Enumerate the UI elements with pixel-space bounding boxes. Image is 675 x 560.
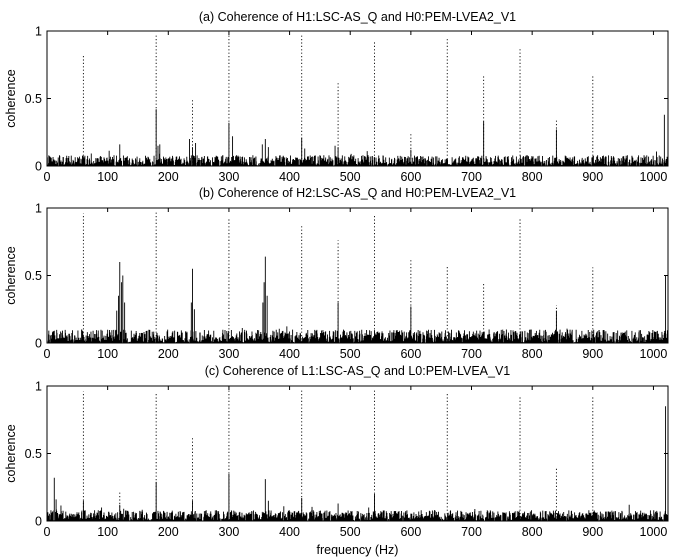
x-tick-label: 800 [522,525,543,539]
x-tick-label: 800 [522,347,543,361]
plot-frame [46,385,669,522]
x-tick-label: 400 [279,525,300,539]
plot-frame [46,207,669,344]
x-tick-label: 100 [97,347,118,361]
x-tick-label: 0 [44,347,51,361]
x-tick-label: 0 [44,170,51,184]
x-tick-label: 900 [582,170,603,184]
coherence-trace-solid [46,406,669,521]
chart-title: (b) Coherence of H2:LSC-AS_Q and H0:PEM-… [199,186,516,200]
chart-panel-1: (a) Coherence of H1:LSC-AS_Q and H0:PEM-… [4,10,669,184]
y-axis-label: coherence [4,69,18,127]
y-tick-label: 0.5 [25,447,42,461]
y-tick-label: 1 [35,202,42,216]
x-tick-label: 200 [158,170,179,184]
y-tick-label: 0.5 [25,269,42,283]
y-tick-label: 1 [35,380,42,394]
coherence-trace-solid [46,256,669,343]
x-tick-label: 300 [219,347,240,361]
x-tick-label: 500 [340,525,361,539]
x-axis-label: frequency (Hz) [317,543,399,557]
y-axis-label: coherence [4,424,18,482]
chart-panel-2: (b) Coherence of H2:LSC-AS_Q and H0:PEM-… [4,186,669,361]
x-tick-label: 1000 [640,170,668,184]
x-tick-label: 400 [279,347,300,361]
plot-frame [46,30,669,167]
y-tick-label: 0 [35,337,42,351]
x-tick-label: 200 [158,525,179,539]
x-tick-label: 500 [340,347,361,361]
coherence-trace-solid [46,109,669,166]
x-tick-label: 900 [582,525,603,539]
chart-panel-3: (c) Coherence of L1:LSC-AS_Q and L0:PEM-… [4,364,669,539]
x-tick-label: 900 [582,347,603,361]
x-tick-label: 800 [522,170,543,184]
y-tick-label: 1 [35,25,42,39]
x-tick-label: 300 [219,525,240,539]
x-tick-label: 0 [44,525,51,539]
x-tick-label: 1000 [640,347,668,361]
x-tick-label: 700 [461,170,482,184]
x-tick-label: 100 [97,170,118,184]
y-axis-label: coherence [4,246,18,304]
x-tick-label: 600 [400,347,421,361]
x-tick-label: 700 [461,347,482,361]
x-tick-label: 500 [340,170,361,184]
y-tick-label: 0 [35,160,42,174]
x-tick-label: 300 [219,170,240,184]
x-tick-label: 600 [400,170,421,184]
x-tick-label: 600 [400,525,421,539]
y-tick-label: 0 [35,515,42,529]
chart-title: (a) Coherence of H1:LSC-AS_Q and H0:PEM-… [199,10,516,24]
x-tick-label: 1000 [640,525,668,539]
y-tick-label: 0.5 [25,92,42,106]
x-tick-label: 700 [461,525,482,539]
x-tick-label: 400 [279,170,300,184]
x-tick-label: 100 [97,525,118,539]
chart-title: (c) Coherence of L1:LSC-AS_Q and L0:PEM-… [205,364,511,378]
x-tick-label: 200 [158,347,179,361]
